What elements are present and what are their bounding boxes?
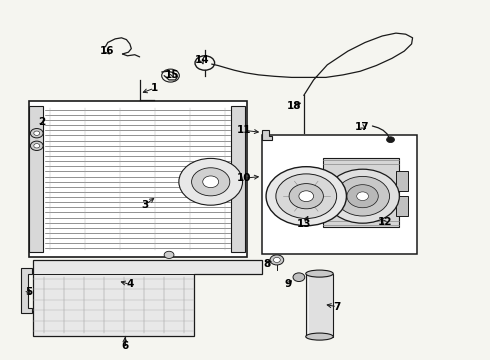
Circle shape (192, 168, 230, 196)
Circle shape (164, 251, 174, 258)
Text: 9: 9 (285, 279, 292, 289)
Text: 13: 13 (296, 219, 311, 229)
Circle shape (179, 158, 243, 205)
Circle shape (336, 176, 390, 216)
Text: 5: 5 (25, 287, 32, 297)
Text: 4: 4 (126, 279, 134, 289)
Circle shape (266, 167, 346, 226)
Bar (29, 106, 43, 252)
Circle shape (203, 176, 219, 188)
Circle shape (326, 169, 399, 223)
Bar (29, 101, 247, 257)
Bar (396, 196, 408, 216)
Circle shape (299, 191, 314, 202)
Circle shape (357, 192, 368, 201)
Circle shape (387, 137, 394, 143)
Bar (262, 135, 416, 254)
Text: 16: 16 (99, 46, 114, 56)
Circle shape (34, 144, 40, 148)
Bar (231, 106, 245, 252)
Text: 3: 3 (141, 200, 148, 210)
Text: 2: 2 (38, 117, 45, 127)
Circle shape (289, 184, 323, 209)
Circle shape (273, 257, 280, 262)
Bar (306, 274, 333, 337)
Circle shape (276, 174, 337, 219)
Text: 14: 14 (195, 55, 209, 66)
Circle shape (270, 255, 284, 265)
Bar (45, 108, 230, 250)
Text: 15: 15 (165, 70, 180, 80)
Bar (323, 158, 399, 227)
Bar (396, 171, 408, 191)
Circle shape (347, 185, 378, 208)
Text: 8: 8 (264, 258, 270, 269)
Ellipse shape (306, 270, 333, 277)
Polygon shape (21, 268, 32, 313)
Polygon shape (33, 260, 262, 336)
Text: 7: 7 (333, 302, 341, 312)
Text: 10: 10 (237, 173, 251, 183)
Text: 11: 11 (237, 125, 251, 135)
Text: 6: 6 (122, 341, 128, 351)
Circle shape (30, 129, 43, 138)
Text: 17: 17 (355, 122, 370, 132)
Polygon shape (262, 130, 272, 140)
Circle shape (34, 131, 40, 135)
Text: 12: 12 (377, 217, 392, 228)
Circle shape (293, 273, 305, 282)
Text: 18: 18 (287, 101, 301, 111)
Circle shape (30, 141, 43, 150)
Ellipse shape (306, 333, 333, 340)
Text: 1: 1 (151, 83, 158, 93)
